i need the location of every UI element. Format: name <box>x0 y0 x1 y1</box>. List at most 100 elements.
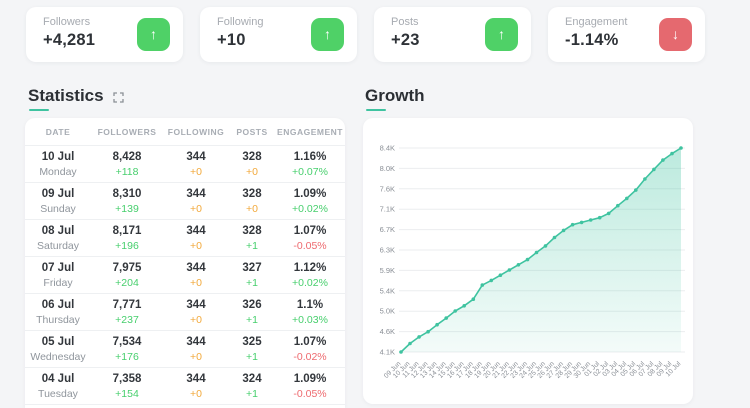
expand-icon[interactable] <box>112 91 124 103</box>
table-cell: 1.07% -0.05% <box>293 225 327 252</box>
statistics-table: DATE FOLLOWERS FOLLOWING POSTS ENGAGEMEN… <box>25 118 345 408</box>
column-header-engagement: ENGAGEMENT <box>277 126 343 137</box>
card-posts: Posts +23 ↑ <box>374 7 531 62</box>
card-followers: Followers +4,281 ↑ <box>26 7 183 62</box>
data-point-marker[interactable] <box>399 350 403 354</box>
table-cell: 1.12% +0.02% <box>292 262 328 289</box>
y-axis-tick: 6.3K <box>380 246 395 255</box>
card-value: +23 <box>391 31 420 49</box>
table-row: 10 Jul Monday 8,428 +118 344 +0 328 +0 1.16% +0.0… <box>25 146 345 183</box>
table-cell: 328 +0 <box>242 188 262 215</box>
y-axis-tick: 5.9K <box>380 266 395 275</box>
data-point-marker[interactable] <box>679 146 683 150</box>
column-header-date: DATE <box>45 126 71 137</box>
table-cell: 328 +1 <box>242 225 262 252</box>
card-value: +10 <box>217 31 246 49</box>
stats-table-body: 10 Jul Monday 8,428 +118 344 +0 328 +0 1.16% +0.0… <box>25 146 345 405</box>
table-cell: 326 +1 <box>242 299 262 326</box>
data-point-marker[interactable] <box>453 309 457 313</box>
table-cell: 344 +0 <box>186 299 206 326</box>
data-point-marker[interactable] <box>462 304 466 308</box>
table-cell: 344 +0 <box>186 188 206 215</box>
data-point-marker[interactable] <box>435 322 439 327</box>
column-header-following: FOLLOWING <box>167 126 225 137</box>
table-cell: 1.09% +0.02% <box>292 188 328 215</box>
page-title: Growth <box>365 86 425 111</box>
y-axis-tick: 4.1K <box>380 348 395 357</box>
data-point-marker[interactable] <box>507 268 512 272</box>
data-point-marker[interactable] <box>561 228 566 233</box>
table-cell: 327 +1 <box>242 262 262 289</box>
card-label: Following <box>217 16 264 28</box>
data-point-marker[interactable] <box>670 151 674 156</box>
card-label: Followers <box>43 16 91 28</box>
data-point-marker[interactable] <box>661 158 665 162</box>
data-point-marker[interactable] <box>417 335 421 339</box>
table-row: 07 Jul Friday 7,975 +204 344 +0 327 +1 1.12% +0.0… <box>25 257 345 294</box>
data-point-marker[interactable] <box>625 196 629 201</box>
trend-down-icon[interactable]: ↓ <box>659 18 692 51</box>
y-axis-tick: 6.7K <box>380 225 395 234</box>
data-point-marker[interactable] <box>552 235 557 240</box>
data-point-marker[interactable] <box>543 244 548 248</box>
data-point-marker[interactable] <box>597 215 602 220</box>
table-cell: 08 Jul Saturday <box>36 225 80 252</box>
data-point-marker[interactable] <box>634 188 638 192</box>
data-point-marker[interactable] <box>408 341 412 346</box>
table-cell: 1.16% +0.07% <box>292 151 328 178</box>
card-following: Following +10 ↑ <box>200 7 357 62</box>
data-point-marker[interactable] <box>498 273 503 277</box>
trend-up-icon[interactable]: ↑ <box>485 18 518 51</box>
table-row: 06 Jul Thursday 7,771 +237 344 +0 326 +1 1.1% +0.… <box>25 294 345 331</box>
table-row: 05 Jul Wednesday 7,534 +176 344 +0 325 +1 1.07% -… <box>25 331 345 368</box>
data-point-marker[interactable] <box>489 278 494 283</box>
table-cell: 344 +0 <box>186 151 206 178</box>
data-point-marker[interactable] <box>525 257 530 262</box>
growth-section-title: Growth <box>365 86 425 111</box>
table-cell: 07 Jul Friday <box>41 262 75 289</box>
data-point-marker[interactable] <box>616 203 620 208</box>
data-point-marker[interactable] <box>570 222 575 227</box>
table-cell: 06 Jul Thursday <box>36 299 80 326</box>
y-axis-tick: 7.6K <box>380 184 395 193</box>
table-cell: 344 +0 <box>186 373 206 400</box>
growth-line <box>400 147 682 353</box>
trend-up-icon[interactable]: ↑ <box>137 18 170 51</box>
y-axis-tick: 4.6K <box>380 327 395 336</box>
y-axis-tick: 5.0K <box>380 307 395 316</box>
card-engagement: Engagement -1.14% ↓ <box>548 7 705 62</box>
table-cell: 1.07% -0.02% <box>293 336 327 363</box>
y-axis-tick: 8.0K <box>380 164 395 173</box>
summary-cards-row: Followers +4,281 ↑ Following +10 ↑ Posts… <box>26 7 705 62</box>
card-label: Engagement <box>565 16 628 28</box>
data-point-marker[interactable] <box>480 283 485 287</box>
y-axis-tick: 8.4K <box>380 144 395 153</box>
data-point-marker[interactable] <box>606 211 611 216</box>
data-point-marker[interactable] <box>444 316 448 320</box>
column-header-posts: POSTS <box>236 126 268 137</box>
card-value: +4,281 <box>43 31 96 49</box>
statistics-section-title: Statistics <box>28 86 124 111</box>
data-point-marker[interactable] <box>516 263 521 267</box>
table-cell: 09 Jul Sunday <box>40 188 76 215</box>
table-cell: 05 Jul Wednesday <box>30 336 86 363</box>
data-point-marker[interactable] <box>426 329 430 334</box>
trend-up-icon[interactable]: ↑ <box>311 18 344 51</box>
table-cell: 7,358 +154 <box>112 373 142 400</box>
growth-chart-svg: 4.1K 4.6K 5.0K 5.4K 5.9K 6.3K 6.7K 7.1K 7.6K 8.0K… <box>380 144 685 380</box>
column-header-followers: FOLLOWERS <box>97 126 157 137</box>
table-cell: 1.09% -0.05% <box>293 373 327 400</box>
growth-chart-card: 4.1K 4.6K 5.0K 5.4K 5.9K 6.3K 6.7K 7.1K 7.6K 8.0K… <box>363 118 693 404</box>
data-point-marker[interactable] <box>588 218 593 222</box>
data-point-marker[interactable] <box>471 297 476 301</box>
data-point-marker[interactable] <box>652 167 656 172</box>
table-cell: 10 Jul Monday <box>39 151 77 178</box>
table-cell: 7,771 +237 <box>112 299 142 326</box>
table-header-row: DATE FOLLOWERS FOLLOWING POSTS ENGAGEMEN… <box>25 118 345 146</box>
data-point-marker[interactable] <box>643 177 647 181</box>
data-point-marker[interactable] <box>579 220 584 225</box>
card-value: -1.14% <box>565 31 619 49</box>
table-cell: 344 +0 <box>186 262 206 289</box>
data-point-marker[interactable] <box>534 250 539 255</box>
table-cell: 8,428 +118 <box>112 151 142 178</box>
